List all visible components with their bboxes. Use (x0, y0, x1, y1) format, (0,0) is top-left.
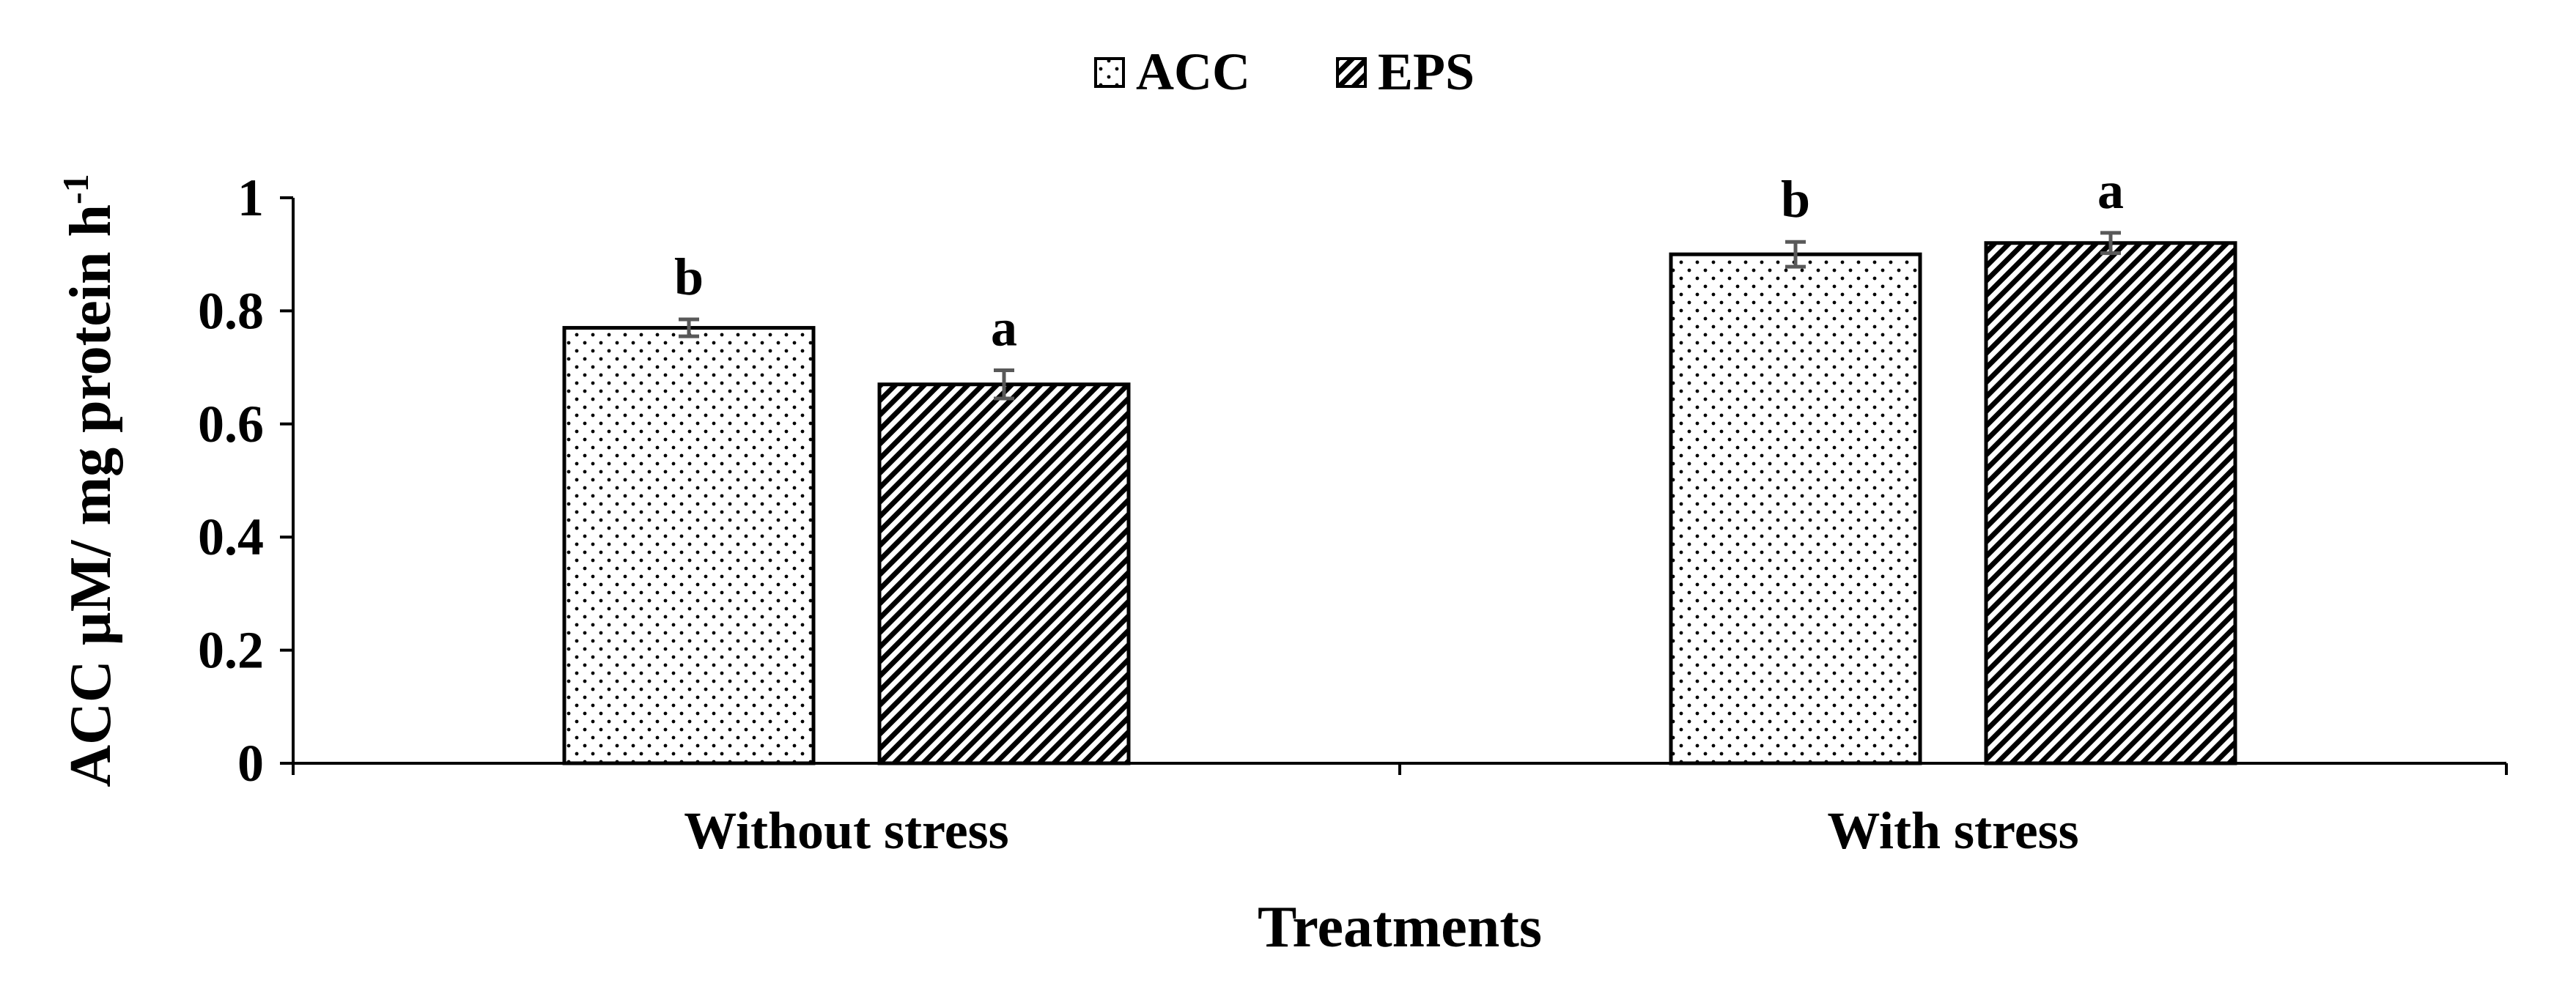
legend-swatch-eps (1336, 57, 1367, 88)
bar-acc (562, 326, 816, 765)
y-tick-label: 0.2 (198, 621, 264, 680)
y-tick-label: 0.4 (198, 508, 264, 566)
y-tick-label: 0 (237, 734, 264, 793)
x-ticks: Without stress With stress (292, 763, 2508, 860)
y-tick-label: 1 (237, 168, 264, 227)
legend: ACC EPS (1094, 42, 1475, 101)
y-tick-label: 0.6 (198, 395, 264, 453)
significance-letter: b (1781, 170, 1810, 229)
x-tick-label: With stress (1827, 801, 2078, 860)
y-axis-title-main: ACC µM/ mg protein h (59, 204, 123, 787)
significance-letter: a (2097, 161, 2124, 220)
bar-eps (1984, 241, 2237, 765)
bar-acc (1669, 252, 1922, 765)
significance-letter: b (674, 248, 704, 306)
legend-label-eps: EPS (1378, 42, 1475, 101)
x-axis-title: Treatments (1258, 895, 1542, 960)
legend-swatch-acc (1094, 57, 1125, 88)
bars (562, 241, 2237, 765)
y-axis-title-sup: -1 (55, 174, 96, 204)
legend-label-acc: ACC (1136, 42, 1250, 101)
significance-labels: b a b a (674, 161, 2124, 357)
y-tick-label: 0.8 (198, 281, 264, 340)
x-tick-label: Without stress (684, 801, 1008, 860)
y-ticks: 0 0.2 0.4 0.6 0.8 1 (198, 168, 293, 793)
error-bars (679, 231, 2121, 401)
significance-letter: a (991, 298, 1017, 357)
bar-eps (877, 382, 1131, 765)
y-axis-title: ACC µM/ mg protein h-1 (55, 174, 123, 787)
